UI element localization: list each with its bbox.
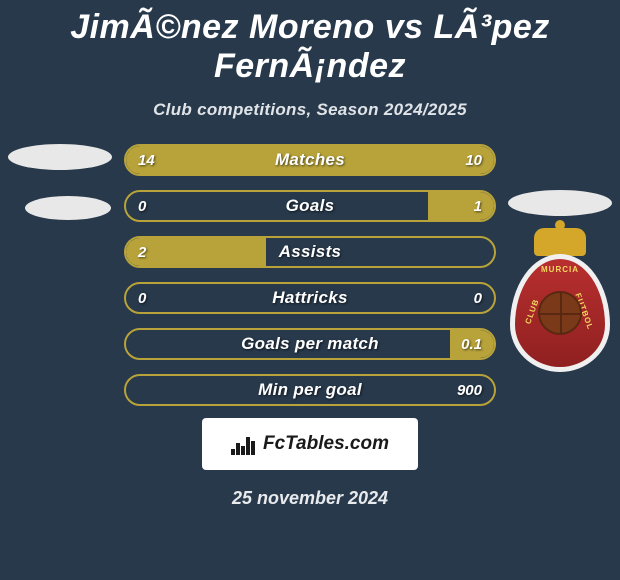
brand-icon-bar — [241, 446, 245, 455]
stat-value-right: 0 — [474, 290, 482, 307]
stat-label: Goals per match — [126, 334, 494, 354]
date-label: 25 november 2024 — [0, 488, 620, 509]
club-left-logo-placeholder — [25, 196, 111, 220]
page-title: JimÃ©nez Moreno vs LÃ³pez FernÃ¡ndez — [0, 0, 620, 86]
brand-text: FcTables.com — [263, 433, 389, 455]
stat-label: Goals — [126, 196, 494, 216]
stat-row: Goals0 1 — [124, 190, 496, 222]
stat-row: Assists2 — [124, 236, 496, 268]
stat-label: Hattricks — [126, 288, 494, 308]
brand-icon-bar — [231, 449, 235, 455]
subtitle: Club competitions, Season 2024/2025 — [0, 100, 620, 120]
stat-row: Min per goal900 — [124, 374, 496, 406]
crest-ball-icon — [538, 291, 582, 335]
stat-label: Matches — [126, 150, 494, 170]
player-right-logo-placeholder — [508, 190, 612, 216]
left-side — [0, 144, 120, 220]
stat-row: Matches14 10 — [124, 144, 496, 176]
stat-value-left: 14 — [138, 152, 155, 169]
stat-value-right: 900 — [457, 382, 482, 399]
brand-icon-bar — [246, 437, 250, 455]
brand-badge[interactable]: FcTables.com — [202, 418, 418, 470]
club-right-crest: MURCIA CLUB FUTBOL — [510, 228, 610, 376]
player-left-logo-placeholder — [8, 144, 112, 170]
crest-shield: MURCIA CLUB FUTBOL — [510, 254, 610, 372]
brand-icon-bar — [236, 443, 240, 455]
stat-row: Hattricks0 0 — [124, 282, 496, 314]
crest-text-top: MURCIA — [541, 265, 579, 274]
stat-label: Min per goal — [126, 380, 494, 400]
stat-bars: Matches1410Goals01Assists2Hattricks00Goa… — [120, 144, 500, 406]
stat-value-right: 1 — [474, 198, 482, 215]
stat-value-right: 0.1 — [461, 336, 482, 353]
comparison-panel: Matches1410Goals01Assists2Hattricks00Goa… — [0, 144, 620, 406]
brand-icon-bar — [251, 441, 255, 455]
stat-value-left: 2 — [138, 244, 146, 261]
brand-chart-icon — [231, 433, 257, 455]
stat-value-left: 0 — [138, 290, 146, 307]
stat-label: Assists — [126, 242, 494, 262]
stat-value-left: 0 — [138, 198, 146, 215]
stat-row: Goals per match0.1 — [124, 328, 496, 360]
crest-crown-icon — [534, 228, 586, 256]
stat-value-right: 10 — [465, 152, 482, 169]
right-side: MURCIA CLUB FUTBOL — [500, 144, 620, 376]
